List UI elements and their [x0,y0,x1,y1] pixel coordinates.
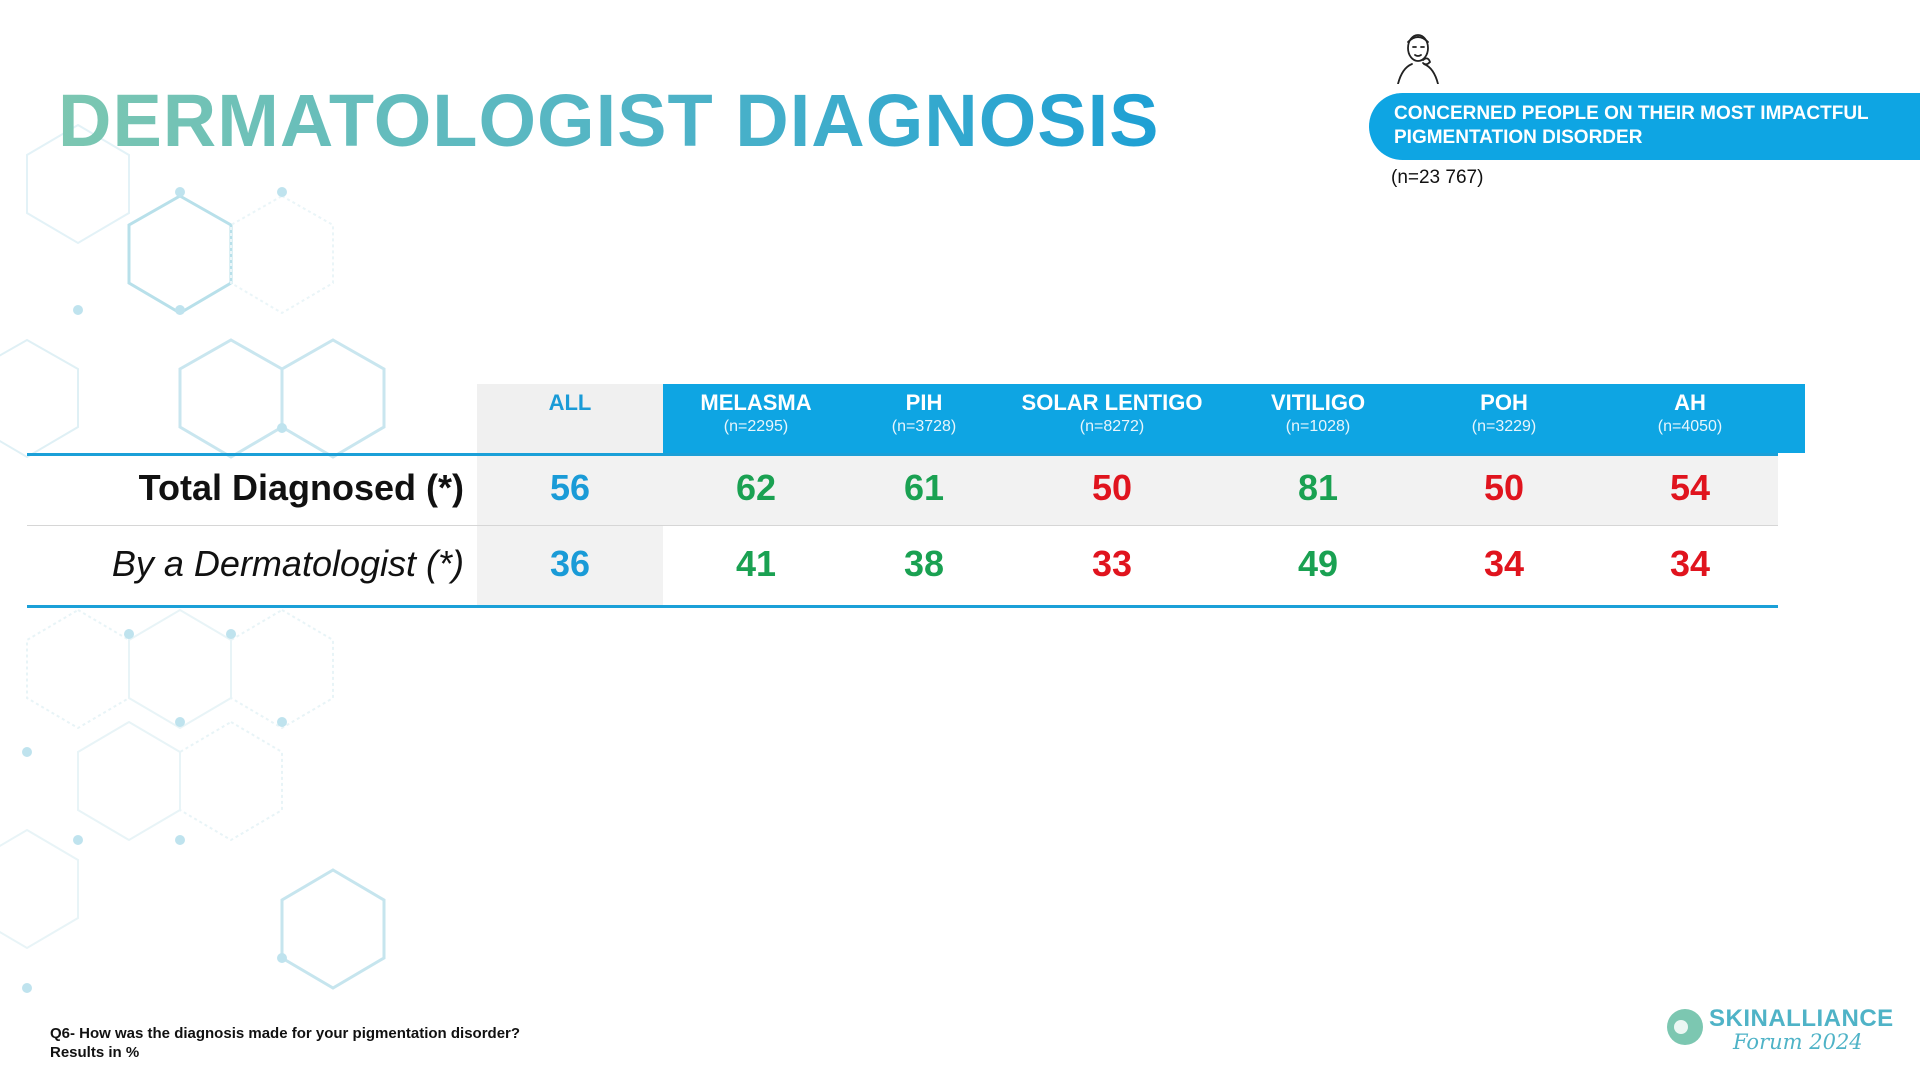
column-header-ah: AH (n=4050) [1597,384,1783,453]
column-name: AH [1674,390,1706,415]
value-total-solar-lentigo: 50 [1091,467,1133,508]
column-sample-size: (n=8272) [1079,418,1145,435]
row-total-background [477,456,1778,525]
column-header-melasma: MELASMA (n=2295) [663,384,849,453]
skinalliance-logo-icon [1667,1009,1703,1045]
value-total-all: 56 [549,467,591,508]
column-header-solar-lentigo: SOLAR LENTIGO (n=8272) [999,384,1225,453]
hexagon-background [0,123,386,993]
value-total-melasma: 62 [735,467,777,508]
header-all-background [477,384,663,453]
value-total-poh: 50 [1483,467,1525,508]
value-total-ah: 54 [1669,467,1711,508]
sample-size: (n=23 767) [1391,167,1484,188]
footnote-units: Results in % [50,1044,140,1061]
page-title: DERMATOLOGIST DIAGNOSIS [58,79,1160,162]
column-name: VITILIGO [1270,390,1366,415]
row-dermatologist-all-background [477,525,663,605]
table-top-rule [27,453,1778,456]
column-sample-size: (n=3728) [891,418,957,435]
logo-name: SKINALLIANCE [1709,1005,1894,1032]
footnote-question: Q6- How was the diagnosis made for your … [50,1025,521,1042]
column-header-all: ALL [477,384,663,453]
value-derm-poh: 34 [1483,543,1525,584]
value-total-pih: 61 [903,467,945,508]
column-name: SOLAR LENTIGO [1021,390,1203,415]
diagnosis-table: ALL MELASMA (n=2295) PIH (n=3728) SOLAR … [27,384,1805,608]
value-total-vitiligo: 81 [1297,467,1339,508]
column-sample-size: (n=1028) [1285,418,1351,435]
footnote: Q6- How was the diagnosis made for your … [50,1024,520,1062]
column-sample-size: (n=4050) [1657,418,1723,435]
column-name: POH [1480,390,1528,415]
column-header-pih: PIH (n=3728) [849,384,999,453]
column-header-vitiligo: VITILIGO (n=1028) [1225,384,1411,453]
value-derm-melasma: 41 [735,543,777,584]
value-derm-pih: 38 [903,543,945,584]
row-label-total-diagnosed: Total Diagnosed (*) [138,467,464,508]
skinalliance-logo: SKINALLIANCE Forum 2024 [1665,1003,1893,1055]
column-sample-size: (n=2295) [723,418,789,435]
column-sample-size: (n=3229) [1471,418,1537,435]
value-derm-all: 36 [549,543,591,584]
header-segments-background [663,384,1805,453]
table-row-divider [27,525,1778,526]
column-name: ALL [548,390,592,415]
value-derm-solar-lentigo: 33 [1091,543,1133,584]
value-derm-ah: 34 [1669,543,1711,584]
value-derm-vitiligo: 49 [1297,543,1339,584]
table-bottom-rule [27,605,1778,608]
person-face-icon [1397,34,1439,84]
subset-banner: CONCERNED PEOPLE ON THEIR MOST IMPACTFUL… [1369,93,1920,160]
column-name: MELASMA [700,390,812,415]
logo-subtitle: Forum 2024 [1733,1030,1863,1054]
column-header-poh: POH (n=3229) [1411,384,1597,453]
column-name: PIH [905,390,943,415]
row-label-by-dermatologist: By a Dermatologist (*) [111,543,464,584]
